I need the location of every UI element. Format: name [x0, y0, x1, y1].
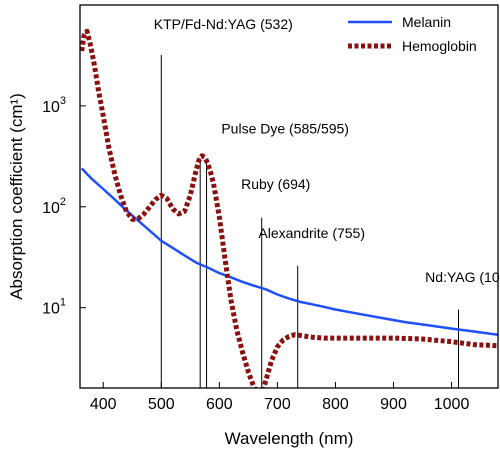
laser-label-3: Ruby (694) — [241, 176, 310, 192]
x-tick-label-1000: 1000 — [434, 396, 470, 413]
legend-hemoglobin-label: Hemoglobin — [402, 38, 477, 54]
y-axis-label: Absorption coefficient (cm¹) — [7, 93, 26, 300]
x-tick-label-600: 600 — [206, 396, 233, 413]
laser-label-0: KTP/Fd-Nd:YAG (532) — [154, 16, 293, 32]
x-tick-label-500: 500 — [148, 396, 175, 413]
annotation-layer: KTP/Fd-Nd:YAG (532) Pulse Dye (585/595) Ru… — [154, 16, 500, 285]
plot-frame — [79, 4, 499, 389]
series-hemoglobin-line — [80, 28, 498, 388]
ticks-layer: 400 500 600 700 800 900 1000 101 102 103 — [42, 95, 469, 413]
y-tick-label-1000: 103 — [42, 95, 66, 116]
laser-label-5: Nd:YAG (1064) — [425, 269, 500, 285]
legend-melanin-label: Melanin — [402, 14, 451, 30]
x-tick-label-800: 800 — [322, 396, 349, 413]
y-tick-label-10: 101 — [42, 297, 66, 318]
y-tick-label-100: 102 — [42, 196, 66, 217]
x-tick-label-700: 700 — [264, 396, 291, 413]
laser-label-4: Alexandrite (755) — [258, 225, 365, 241]
x-tick-label-900: 900 — [380, 396, 407, 413]
plot-layer — [80, 28, 498, 388]
x-axis-label: Wavelength (nm) — [225, 429, 354, 448]
laser-label-1: Pulse Dye (585/595) — [221, 121, 349, 137]
x-tick-label-400: 400 — [90, 396, 117, 413]
series-melanin-line — [80, 167, 498, 336]
legend: Melanin Hemoglobin — [348, 14, 477, 54]
